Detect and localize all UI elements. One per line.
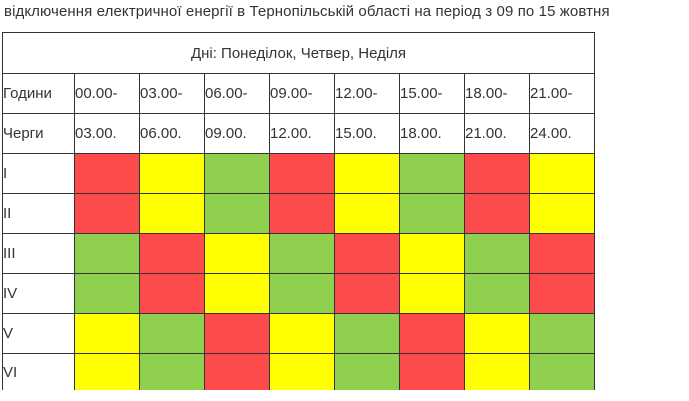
- days-caption: Дні: Понеділок, Четвер, Неділя: [2, 32, 595, 74]
- status-cell-green: [529, 313, 595, 354]
- status-cell-green: [334, 353, 400, 390]
- status-cell-green: [269, 233, 335, 274]
- status-cell-red: [464, 193, 530, 234]
- status-cell-red: [529, 273, 595, 314]
- status-cell-green: [399, 193, 465, 234]
- status-cell-green: [204, 193, 270, 234]
- status-cell-yellow: [269, 353, 335, 390]
- status-cell-yellow: [139, 153, 205, 194]
- status-cell-yellow: [269, 313, 335, 354]
- status-cell-yellow: [399, 273, 465, 314]
- time-slot-start: 03.00-: [139, 73, 205, 114]
- queue-label: VI: [2, 353, 75, 390]
- status-cell-yellow: [204, 273, 270, 314]
- status-cell-green: [464, 233, 530, 274]
- status-cell-red: [204, 313, 270, 354]
- status-cell-red: [204, 353, 270, 390]
- queue-label: II: [2, 193, 75, 234]
- status-cell-red: [334, 233, 400, 274]
- time-slot-end: 12.00.: [269, 113, 335, 154]
- status-cell-red: [139, 273, 205, 314]
- time-slot-end: 15.00.: [334, 113, 400, 154]
- status-cell-green: [139, 353, 205, 390]
- queue-label: IV: [2, 273, 75, 314]
- time-slot-start: 15.00-: [399, 73, 465, 114]
- status-cell-red: [74, 153, 140, 194]
- status-cell-green: [74, 273, 140, 314]
- status-cell-yellow: [139, 193, 205, 234]
- status-cell-yellow: [74, 353, 140, 390]
- status-cell-yellow: [334, 193, 400, 234]
- time-slot-start: 21.00-: [529, 73, 595, 114]
- time-slot-start: 06.00-: [204, 73, 270, 114]
- time-slot-end: 09.00.: [204, 113, 270, 154]
- time-slot-start: 00.00-: [74, 73, 140, 114]
- status-cell-yellow: [399, 233, 465, 274]
- status-cell-green: [269, 273, 335, 314]
- time-slot-end: 24.00.: [529, 113, 595, 154]
- time-slot-start: 09.00-: [269, 73, 335, 114]
- time-slot-start: 12.00-: [334, 73, 400, 114]
- status-cell-green: [399, 153, 465, 194]
- queue-row: IV: [2, 273, 595, 314]
- status-cell-green: [204, 153, 270, 194]
- status-cell-red: [334, 273, 400, 314]
- status-cell-yellow: [74, 313, 140, 354]
- time-slot-end: 06.00.: [139, 113, 205, 154]
- status-cell-green: [139, 313, 205, 354]
- status-cell-red: [529, 233, 595, 274]
- status-cell-green: [529, 353, 595, 390]
- time-slot-end: 21.00.: [464, 113, 530, 154]
- page-heading: відключення електричної енергії в Терноп…: [4, 3, 610, 20]
- status-cell-green: [334, 313, 400, 354]
- queue-row: II: [2, 193, 595, 234]
- status-cell-yellow: [464, 313, 530, 354]
- queue-row: III: [2, 233, 595, 274]
- status-cell-green: [74, 233, 140, 274]
- status-cell-red: [269, 153, 335, 194]
- status-cell-red: [74, 193, 140, 234]
- queue-row: I: [2, 153, 595, 194]
- status-cell-red: [139, 233, 205, 274]
- time-slot-end: 03.00.: [74, 113, 140, 154]
- status-cell-yellow: [529, 153, 595, 194]
- status-cell-yellow: [529, 193, 595, 234]
- status-cell-yellow: [464, 353, 530, 390]
- time-slot-start: 18.00-: [464, 73, 530, 114]
- status-cell-red: [464, 153, 530, 194]
- queue-label: V: [2, 313, 75, 354]
- outage-schedule-table: Дні: Понеділок, Четвер, Неділя Години 00…: [2, 32, 595, 390]
- status-cell-red: [399, 353, 465, 390]
- status-cell-green: [464, 273, 530, 314]
- status-cell-red: [269, 193, 335, 234]
- queue-label: I: [2, 153, 75, 194]
- time-slot-end: 18.00.: [399, 113, 465, 154]
- status-cell-yellow: [334, 153, 400, 194]
- status-cell-yellow: [204, 233, 270, 274]
- queues-label: Черги: [2, 113, 75, 154]
- status-cell-red: [399, 313, 465, 354]
- hours-label: Години: [2, 73, 75, 114]
- queue-label: III: [2, 233, 75, 274]
- queue-row: V: [2, 313, 595, 354]
- queue-row: VI: [2, 353, 595, 390]
